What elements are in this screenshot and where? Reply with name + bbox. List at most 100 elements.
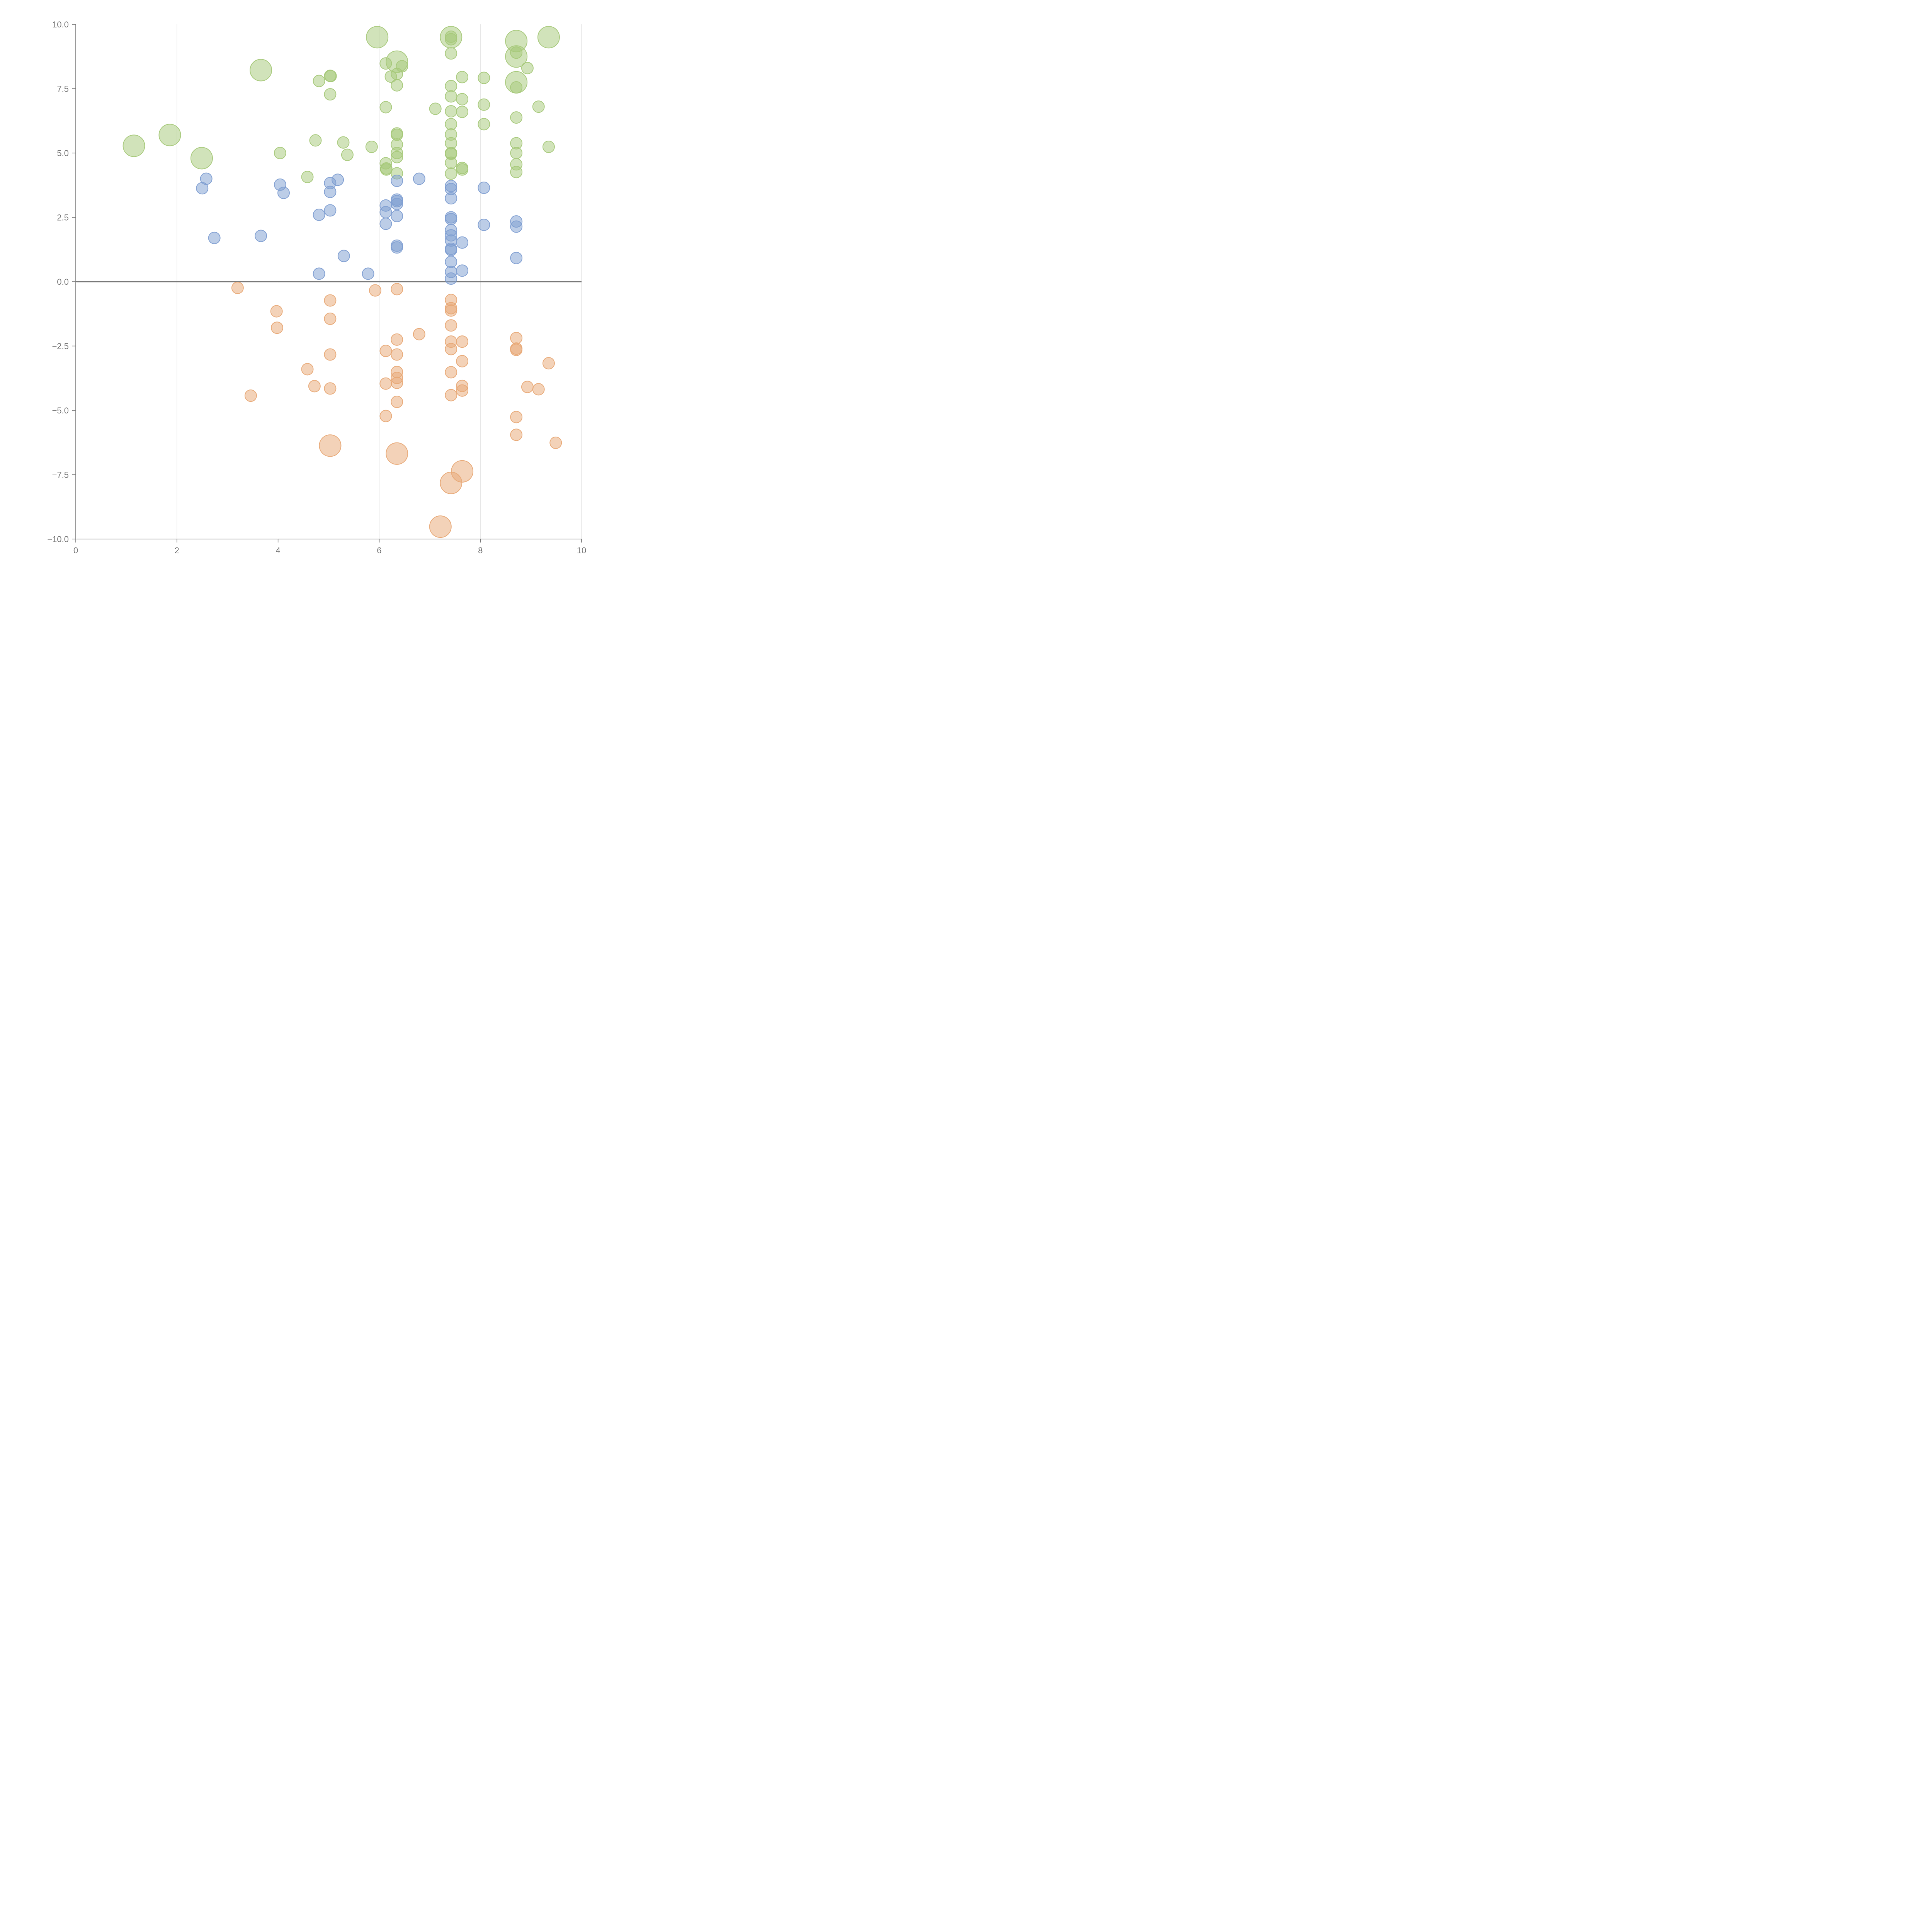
data-point-orange[interactable]: [386, 442, 408, 465]
data-point-orange[interactable]: [510, 344, 523, 356]
data-point-blue[interactable]: [445, 213, 457, 226]
data-point-green[interactable]: [379, 57, 392, 70]
data-point-orange[interactable]: [542, 357, 555, 370]
data-point-orange[interactable]: [456, 335, 469, 348]
data-point-blue[interactable]: [445, 244, 457, 257]
data-point-orange[interactable]: [391, 283, 403, 296]
data-point-orange[interactable]: [379, 410, 392, 422]
data-point-orange[interactable]: [308, 380, 321, 393]
data-point-orange[interactable]: [456, 384, 469, 397]
data-point-green[interactable]: [478, 118, 490, 131]
data-point-green[interactable]: [391, 151, 403, 163]
data-point-blue[interactable]: [313, 208, 325, 221]
data-point-blue[interactable]: [413, 172, 425, 185]
data-point-green[interactable]: [456, 93, 469, 105]
data-point-orange[interactable]: [510, 411, 523, 423]
data-point-blue[interactable]: [391, 174, 403, 187]
data-point-blue[interactable]: [379, 218, 392, 230]
data-point-green[interactable]: [542, 141, 555, 153]
data-point-orange[interactable]: [324, 382, 337, 395]
data-point-green[interactable]: [445, 118, 457, 131]
data-point-orange[interactable]: [445, 366, 457, 379]
data-point-blue[interactable]: [510, 220, 523, 233]
data-point-blue[interactable]: [337, 250, 350, 262]
data-point-green[interactable]: [337, 136, 350, 149]
data-point-green[interactable]: [445, 47, 457, 60]
data-point-orange[interactable]: [510, 429, 523, 441]
data-point-green[interactable]: [445, 105, 457, 118]
data-point-green[interactable]: [510, 111, 523, 124]
data-point-green[interactable]: [301, 170, 314, 183]
data-point-green[interactable]: [510, 166, 523, 179]
data-point-blue[interactable]: [324, 185, 337, 198]
data-point-blue[interactable]: [510, 252, 523, 264]
data-point-green[interactable]: [324, 88, 337, 101]
data-point-blue[interactable]: [208, 231, 221, 244]
data-point-orange[interactable]: [445, 319, 457, 332]
data-point-blue[interactable]: [391, 197, 403, 210]
data-point-orange[interactable]: [244, 389, 257, 402]
data-point-orange[interactable]: [456, 355, 469, 367]
data-point-orange[interactable]: [231, 281, 244, 294]
data-point-blue[interactable]: [478, 181, 490, 194]
data-point-green[interactable]: [445, 33, 457, 46]
data-point-blue[interactable]: [478, 218, 490, 231]
data-point-blue[interactable]: [277, 187, 290, 199]
data-point-green[interactable]: [537, 26, 560, 49]
data-point-green[interactable]: [532, 100, 545, 113]
data-point-green[interactable]: [445, 156, 457, 169]
data-point-green[interactable]: [510, 81, 523, 94]
data-point-green[interactable]: [122, 134, 145, 157]
data-point-green[interactable]: [313, 75, 325, 87]
data-point-blue[interactable]: [379, 206, 392, 219]
data-point-green[interactable]: [456, 105, 469, 118]
data-point-orange[interactable]: [445, 389, 457, 401]
data-point-orange[interactable]: [429, 515, 452, 538]
data-point-blue[interactable]: [324, 204, 337, 217]
data-point-orange[interactable]: [379, 377, 392, 390]
data-point-orange[interactable]: [445, 343, 457, 355]
data-point-orange[interactable]: [445, 304, 457, 317]
data-point-orange[interactable]: [391, 348, 403, 361]
data-point-green[interactable]: [391, 79, 403, 92]
data-point-blue[interactable]: [332, 173, 344, 186]
data-point-green[interactable]: [396, 60, 408, 73]
data-point-blue[interactable]: [445, 272, 457, 285]
data-point-orange[interactable]: [270, 305, 283, 318]
data-point-blue[interactable]: [313, 267, 325, 280]
data-point-green[interactable]: [158, 124, 181, 146]
data-point-orange[interactable]: [379, 345, 392, 357]
data-point-blue[interactable]: [362, 267, 374, 280]
data-point-green[interactable]: [445, 167, 457, 180]
data-point-green[interactable]: [429, 102, 442, 115]
data-point-orange[interactable]: [391, 396, 403, 408]
data-point-green[interactable]: [324, 70, 337, 82]
data-point-green[interactable]: [478, 98, 490, 111]
data-point-orange[interactable]: [319, 434, 342, 457]
data-point-green[interactable]: [445, 80, 457, 92]
data-point-orange[interactable]: [391, 376, 403, 389]
data-point-orange[interactable]: [324, 312, 337, 325]
data-point-green[interactable]: [379, 101, 392, 114]
data-point-green[interactable]: [274, 147, 286, 159]
data-point-orange[interactable]: [510, 332, 523, 344]
data-point-blue[interactable]: [391, 241, 403, 254]
data-point-orange[interactable]: [549, 436, 562, 449]
data-point-orange[interactable]: [324, 348, 337, 361]
data-point-orange[interactable]: [324, 294, 337, 307]
data-point-green[interactable]: [510, 147, 523, 159]
data-point-green[interactable]: [521, 62, 534, 75]
data-point-orange[interactable]: [440, 471, 463, 494]
data-point-green[interactable]: [445, 90, 457, 103]
data-point-green[interactable]: [250, 59, 272, 82]
data-point-orange[interactable]: [391, 333, 403, 346]
data-point-green[interactable]: [309, 134, 322, 147]
data-point-green[interactable]: [478, 71, 490, 84]
data-point-orange[interactable]: [521, 381, 534, 393]
data-point-green[interactable]: [365, 141, 378, 153]
data-point-green[interactable]: [456, 163, 469, 176]
data-point-blue[interactable]: [445, 192, 457, 205]
data-point-green[interactable]: [510, 46, 523, 59]
data-point-green[interactable]: [341, 148, 354, 161]
data-point-orange[interactable]: [270, 321, 283, 334]
